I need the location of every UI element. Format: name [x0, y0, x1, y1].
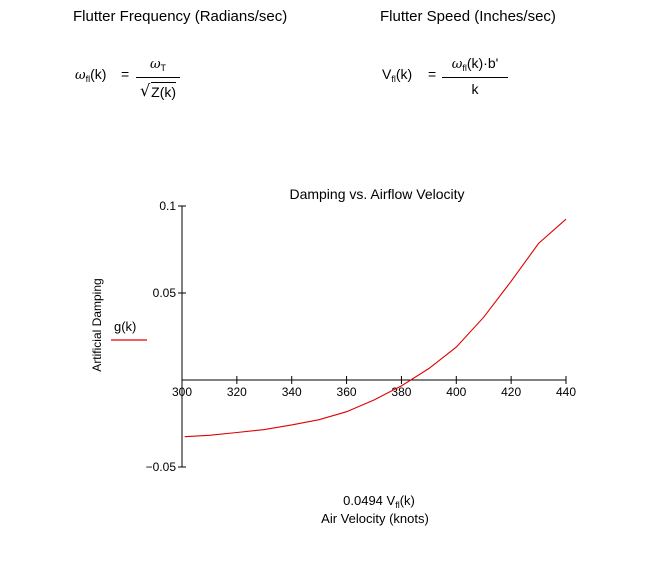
x-expression-subscript: fl [395, 500, 400, 510]
radical-sign-icon: √ [139, 81, 151, 100]
lhs-subscript: fl [391, 74, 396, 84]
lhs-subscript: fl [85, 74, 91, 84]
x-tick-label: 340 [282, 385, 302, 399]
speed-equals-sign: = [428, 66, 437, 82]
x-axis-label: Air Velocity (knots) [321, 511, 429, 526]
x-tick-label: 320 [227, 385, 247, 399]
speed-numerator: ωfl(k)·b' [450, 55, 501, 73]
y-axis-label: Artificial Damping [90, 278, 104, 371]
flutter-speed-heading: Flutter Speed (Inches/sec) [380, 8, 556, 25]
x-expression-coef: 0.0494 V [343, 493, 396, 508]
frequency-equation-lhs: ωfl(k) [75, 66, 106, 84]
radicand: Z(k) [151, 82, 177, 100]
omega-symbol: ω [75, 68, 86, 83]
frequency-equals-sign: = [121, 66, 130, 82]
x-tick-label: 360 [337, 385, 357, 399]
x-expression-arg: (k) [399, 493, 415, 508]
omega-symbol: ω [451, 57, 463, 72]
square-root: √ Z(k) [139, 81, 177, 100]
x-tick-label: 440 [556, 385, 576, 399]
frequency-numerator: ωT [148, 55, 168, 73]
x-tick-label: 380 [391, 385, 411, 399]
lhs-argument: (k) [395, 66, 413, 82]
numerator-subscript: T [160, 63, 167, 73]
chart-axes [181, 206, 566, 467]
flutter-frequency-heading: Flutter Frequency (Radians/sec) [73, 8, 288, 25]
x-tick-label: 420 [501, 385, 521, 399]
numerator-rest: (k)·b' [466, 55, 499, 71]
y-tick-label: 0.1 [159, 199, 176, 213]
y-tick-label: 0.05 [153, 286, 177, 300]
chart-title: Damping vs. Airflow Velocity [289, 186, 464, 202]
fraction-bar [136, 77, 180, 78]
omega-symbol: ω [149, 57, 161, 72]
series-line-gk [184, 218, 567, 438]
chart-ticks: 300 320 340 360 380 400 420 440 0.1 0.05 −0.05 [146, 199, 577, 474]
x-tick-label: 400 [446, 385, 466, 399]
fraction-bar [442, 77, 508, 78]
numerator-subscript: fl [462, 63, 467, 73]
y-tick-label: −0.05 [146, 460, 177, 474]
speed-fraction: ωfl(k)·b' k [442, 55, 508, 97]
lhs-argument: (k) [90, 66, 107, 82]
speed-equation-lhs: Vfl(k) [382, 66, 412, 84]
frequency-fraction: ωT √ Z(k) [136, 55, 180, 100]
x-axis-expression: 0.0494 Vfl(k) [0, 493, 655, 510]
x-tick-label: 300 [172, 385, 192, 399]
legend-label: g(k) [114, 319, 136, 334]
speed-denominator: k [471, 81, 479, 97]
speed-symbol: V [382, 66, 392, 82]
